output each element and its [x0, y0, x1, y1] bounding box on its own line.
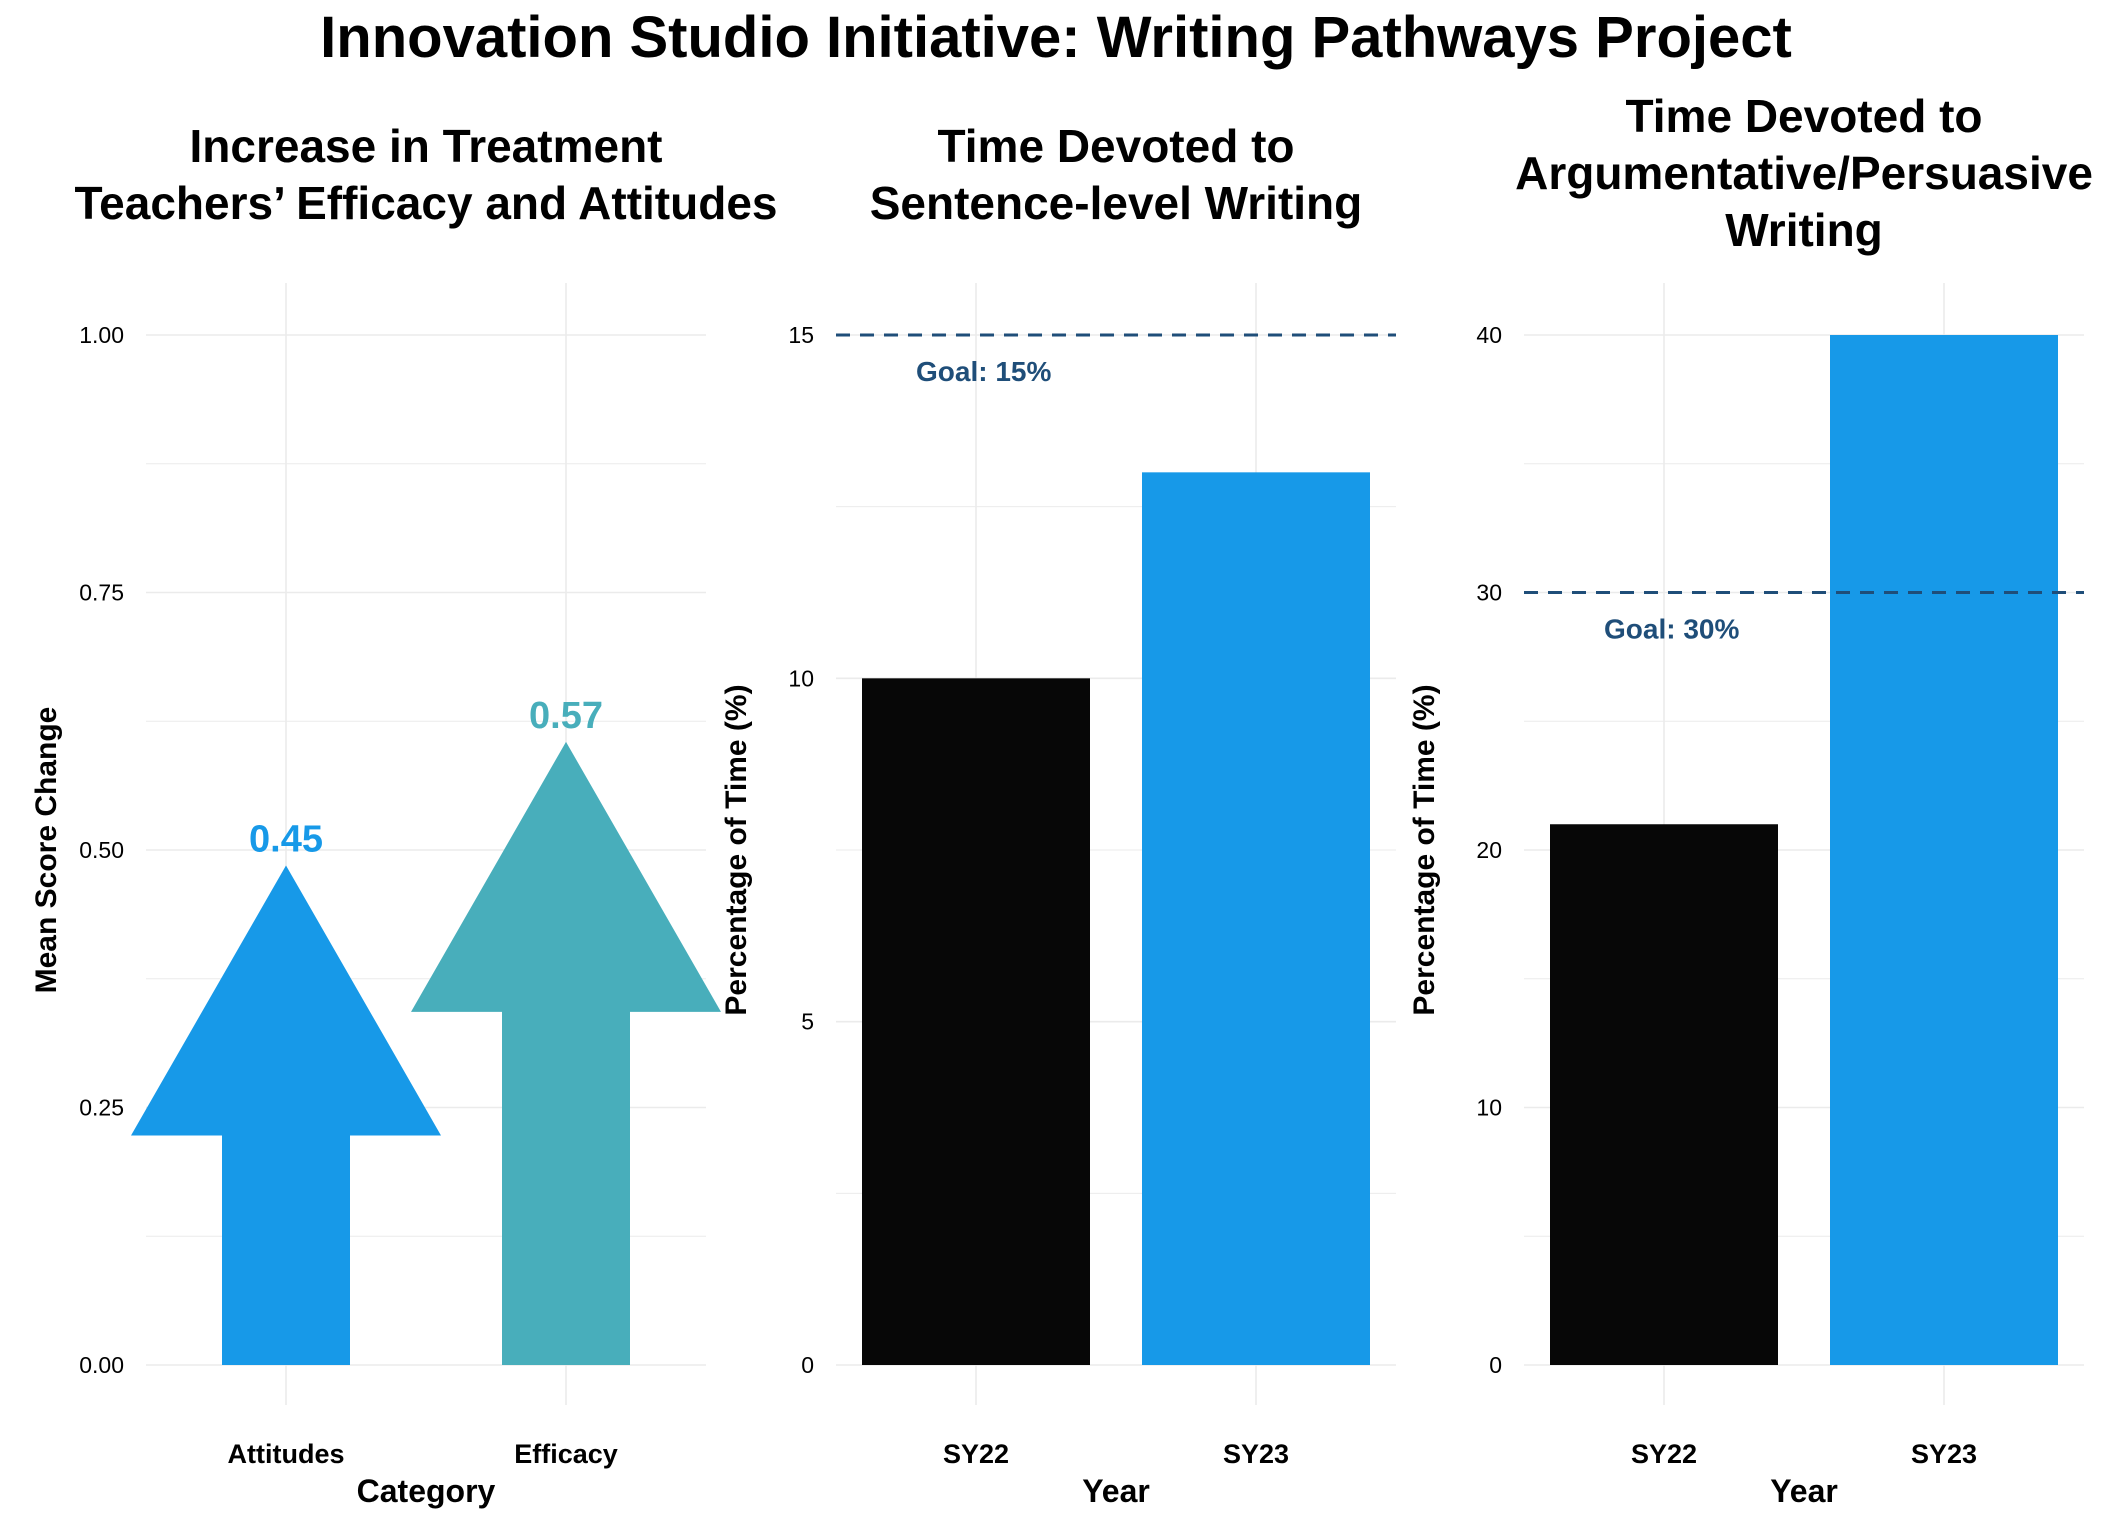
panel-title-line: Writing	[1725, 204, 1883, 256]
y-axis-label: Percentage of Time (%)	[1408, 684, 1441, 1015]
y-tick-label: 10	[788, 665, 814, 691]
y-tick-label: 1.00	[79, 322, 124, 348]
value-label: 0.57	[529, 695, 603, 737]
x-tick-label: Attitudes	[228, 1439, 345, 1469]
y-tick-label: 15	[788, 322, 814, 348]
bar-sy22	[862, 678, 1090, 1365]
x-axis-label: Category	[357, 1473, 496, 1509]
goal-label: Goal: 15%	[916, 356, 1051, 387]
x-tick-label: SY23	[1911, 1439, 1977, 1469]
x-tick-label: SY22	[943, 1439, 1009, 1469]
panel-title-line: Time Devoted to	[938, 120, 1295, 172]
panel-title-line: Argumentative/Persuasive	[1515, 147, 2093, 199]
panel-title-line: Increase in Treatment	[190, 120, 663, 172]
chart-panel-2: 0 5 10 15 Goal: 15% SY22 SY23 Year Percentage of…	[720, 120, 1396, 1509]
y-tick-label: 0.50	[79, 837, 124, 863]
chart-panel-1: 0.00 0.25 0.50 0.75 1.00 0.45 0.57 Attitudes Eff…	[30, 120, 778, 1509]
panel-title-line: Time Devoted to	[1626, 90, 1983, 142]
x-axis-label: Year	[1770, 1473, 1838, 1509]
y-tick-label: 0.00	[79, 1352, 124, 1378]
y-tick-label: 40	[1476, 322, 1502, 348]
x-axis-label: Year	[1082, 1473, 1150, 1509]
goal-label: Goal: 30%	[1604, 614, 1739, 645]
bar-sy23	[1142, 472, 1370, 1365]
y-tick-label: 0.25	[79, 1095, 124, 1121]
y-tick-label: 0	[1489, 1352, 1502, 1378]
arrow-mark-attitudes	[131, 865, 441, 1365]
y-tick-label: 20	[1476, 837, 1502, 863]
value-label: 0.45	[249, 818, 323, 860]
panel-title-line: Teachers’ Efficacy and Attitudes	[74, 177, 777, 229]
x-tick-label: SY23	[1223, 1439, 1289, 1469]
x-tick-label: SY22	[1631, 1439, 1697, 1469]
y-axis-label: Mean Score Change	[30, 707, 63, 994]
x-tick-label: Efficacy	[514, 1439, 618, 1469]
main-title: Innovation Studio Initiative: Writing Pa…	[320, 5, 1792, 70]
bar-sy23	[1830, 335, 2058, 1365]
bar-sy22	[1550, 824, 1778, 1365]
chart-panel-3: 0 10 20 30 40 Goal: 30% SY22 SY23 Year Percentage…	[1408, 90, 2093, 1509]
y-tick-label: 10	[1476, 1095, 1502, 1121]
y-tick-label: 30	[1476, 580, 1502, 606]
panel-title-line: Sentence-level Writing	[870, 177, 1363, 229]
arrow-mark-efficacy	[411, 741, 721, 1365]
y-tick-label: 0.75	[79, 580, 124, 606]
y-tick-label: 0	[801, 1352, 814, 1378]
y-tick-label: 5	[801, 1009, 814, 1035]
y-axis-label: Percentage of Time (%)	[720, 684, 753, 1015]
